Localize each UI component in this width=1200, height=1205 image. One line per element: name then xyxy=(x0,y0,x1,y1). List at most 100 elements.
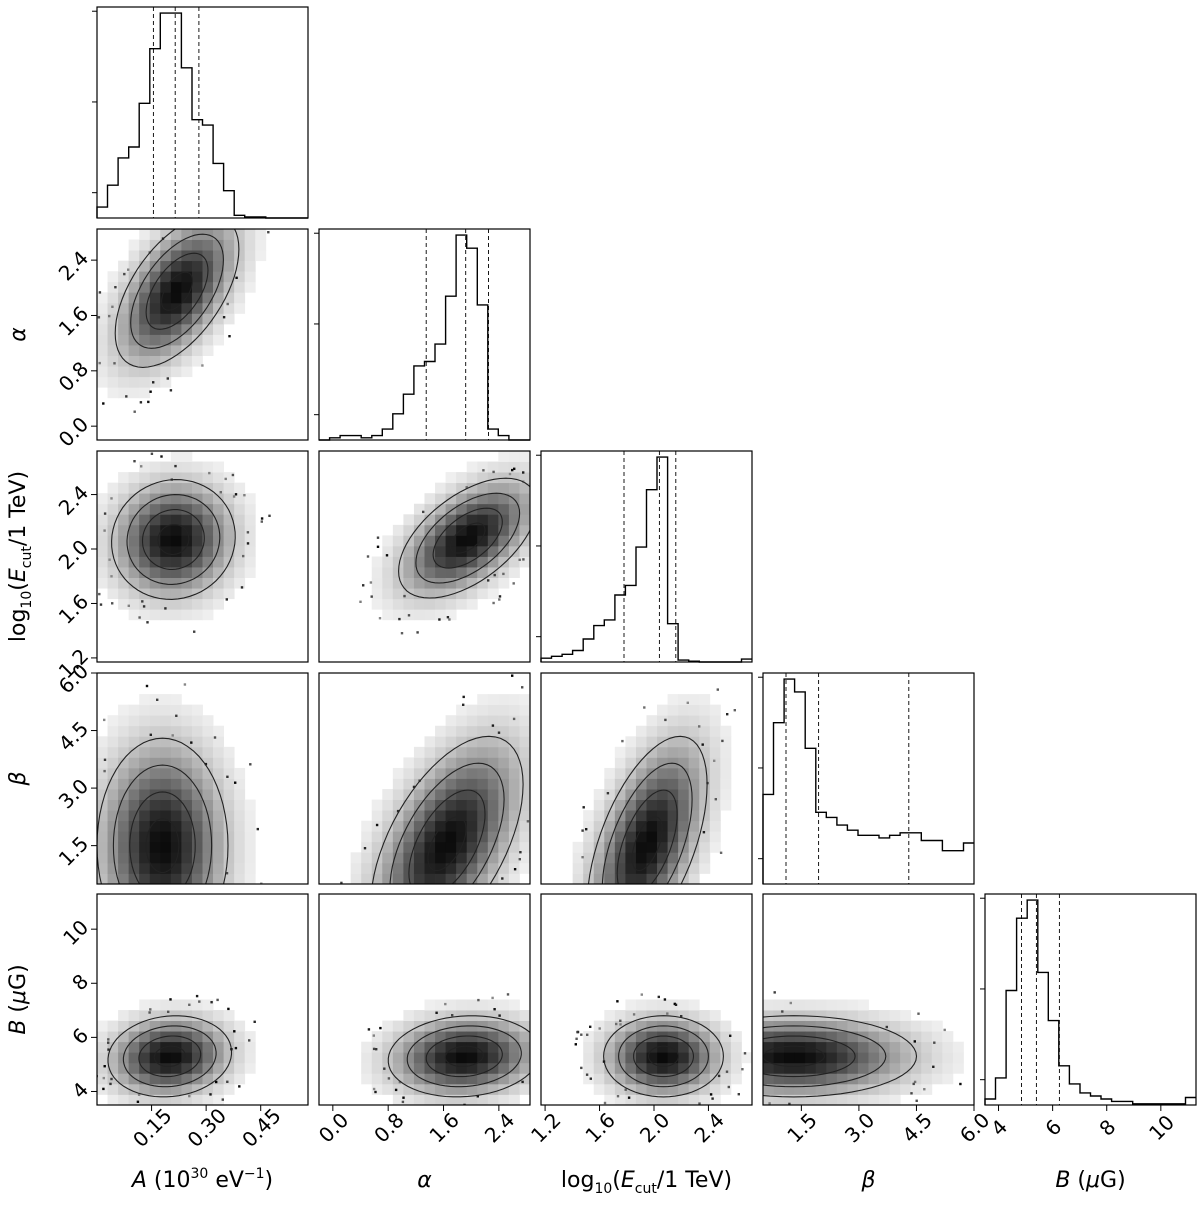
density-cell xyxy=(244,873,256,884)
density-cell xyxy=(213,736,224,748)
density-cell xyxy=(160,598,172,610)
label-symbol: β xyxy=(860,1168,875,1193)
outlier-point xyxy=(733,709,736,712)
density-cell xyxy=(392,1073,404,1085)
density-cell xyxy=(826,1052,838,1064)
density-cell xyxy=(931,1073,943,1085)
density-cell xyxy=(847,1031,859,1043)
density-cell xyxy=(191,789,203,800)
density-cell xyxy=(445,1041,457,1053)
density-cell xyxy=(699,1010,711,1021)
x-tick-label-alpha: 2.4 xyxy=(480,1108,519,1147)
density-cell xyxy=(519,1041,530,1053)
x-tick-label-alpha: 1.6 xyxy=(424,1108,463,1147)
density-cell xyxy=(413,1062,425,1074)
panel-B-vs-alpha xyxy=(318,893,531,1106)
density-cell xyxy=(445,715,457,727)
density-cell xyxy=(910,1083,922,1095)
density-cell xyxy=(498,556,510,568)
density-cell xyxy=(118,736,130,748)
density-cell xyxy=(128,778,140,790)
density-cell xyxy=(170,239,182,251)
density-cell xyxy=(382,1031,394,1043)
density-cell xyxy=(191,545,203,557)
outlier-point xyxy=(111,602,114,605)
outlier-point xyxy=(586,1033,589,1036)
density-cell xyxy=(477,1010,489,1021)
density-cell xyxy=(392,1041,404,1053)
y-axis-label-alpha: α xyxy=(6,327,31,342)
outlier-point xyxy=(197,966,199,968)
outlier-point xyxy=(210,1001,213,1004)
outlier-point xyxy=(205,175,207,177)
density-cell xyxy=(139,493,151,505)
density-cell xyxy=(191,535,203,547)
density-cell xyxy=(149,1020,161,1032)
density-cell xyxy=(678,704,690,716)
density-cell xyxy=(213,862,224,874)
outlier-point xyxy=(149,390,152,393)
density-cell xyxy=(498,1073,510,1085)
density-cell xyxy=(234,535,246,547)
density-cell xyxy=(583,1073,595,1085)
density-cell xyxy=(879,1020,890,1032)
outlier-point xyxy=(741,1068,744,1071)
density-cell xyxy=(720,1020,732,1032)
density-cell xyxy=(466,789,478,800)
density-cell xyxy=(213,323,224,335)
density-cell xyxy=(392,609,404,621)
density-cell xyxy=(234,778,246,790)
density-cell xyxy=(181,545,193,557)
density-cell xyxy=(107,281,119,293)
density-cell xyxy=(456,757,468,769)
density-cell xyxy=(868,1010,880,1021)
outlier-point xyxy=(370,595,373,598)
density-cell xyxy=(202,789,214,800)
density-cell xyxy=(942,1031,954,1043)
density-cell xyxy=(223,789,235,800)
outlier-point xyxy=(709,1093,713,1096)
density-cell xyxy=(234,1020,246,1032)
density-cell xyxy=(107,1062,119,1074)
density-cell xyxy=(604,1073,616,1085)
outlier-point xyxy=(383,1067,386,1070)
density-cell xyxy=(784,1052,796,1064)
density-cell xyxy=(392,588,404,600)
density-cell xyxy=(244,831,256,843)
density-cell xyxy=(699,715,711,727)
density-cell xyxy=(160,1052,172,1064)
density-cell xyxy=(149,1073,161,1085)
density-cell xyxy=(97,366,108,378)
density-cell xyxy=(118,271,130,283)
density-cell xyxy=(160,461,172,473)
density-cell xyxy=(371,1052,383,1064)
density-cell xyxy=(170,493,182,505)
density-cell xyxy=(498,1010,510,1021)
density-cell xyxy=(826,1073,838,1085)
density-cell xyxy=(97,503,108,515)
density-cell xyxy=(139,556,151,568)
density-cell xyxy=(508,567,520,578)
density-cell xyxy=(382,598,394,610)
density-cell xyxy=(593,789,605,800)
density-cell xyxy=(519,1052,530,1064)
density-cell xyxy=(392,1031,404,1043)
density-cell xyxy=(805,999,817,1011)
density-cell xyxy=(392,767,404,779)
density-cell xyxy=(170,313,182,325)
density-cell xyxy=(413,1041,425,1053)
outlier-point xyxy=(268,514,271,517)
density-cell xyxy=(667,704,679,716)
contour-2 xyxy=(763,1035,856,1078)
density-cell xyxy=(181,1020,193,1032)
y-tick-label-B: 4 xyxy=(67,1077,93,1103)
outlier-point xyxy=(477,998,480,1002)
density-cell xyxy=(794,1062,806,1074)
density-cell xyxy=(498,778,510,790)
density-cell xyxy=(392,789,404,800)
outlier-point xyxy=(85,822,87,824)
label-log: log xyxy=(6,609,31,643)
density-cell xyxy=(667,789,679,800)
outlier-point xyxy=(398,617,401,621)
density-cell xyxy=(477,493,489,505)
